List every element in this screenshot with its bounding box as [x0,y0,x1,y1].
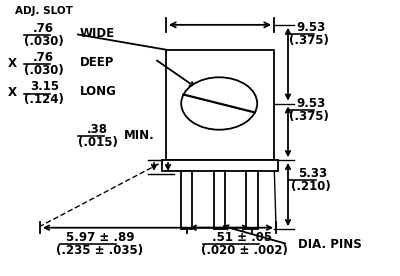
Text: LONG: LONG [80,85,117,98]
Text: (.015): (.015) [78,136,118,149]
Text: WIDE: WIDE [80,26,115,40]
Text: 3.15: 3.15 [30,80,59,94]
Text: .51 ± .05: .51 ± .05 [212,231,272,244]
Text: 9.53: 9.53 [296,21,325,34]
Text: .38: .38 [87,123,108,136]
Text: (.020 ± .002): (.020 ± .002) [201,244,288,257]
Text: (.124): (.124) [24,93,64,106]
Text: (.375): (.375) [289,33,329,47]
Text: (.235 ± .035): (.235 ± .035) [56,244,143,257]
Circle shape [181,77,257,130]
Text: (.030): (.030) [24,35,64,48]
Text: .76: .76 [33,51,54,65]
Bar [166,50,274,160]
Text: 9.53: 9.53 [296,97,325,110]
Text: DIA. PINS: DIA. PINS [298,238,362,251]
Text: 5.33: 5.33 [298,167,327,181]
Text: .76: .76 [33,22,54,36]
Bar [181,171,192,229]
Bar [246,171,258,229]
Text: X: X [8,57,17,70]
Text: MIN.: MIN. [124,129,155,142]
Text: X: X [8,86,17,99]
Bar [214,171,225,229]
Text: DEEP: DEEP [80,55,114,69]
Text: ADJ. SLOT: ADJ. SLOT [15,6,73,16]
Text: (.375): (.375) [289,110,329,123]
Bar [162,160,278,171]
Text: (.210): (.210) [291,180,331,193]
Text: 5.97 ± .89: 5.97 ± .89 [66,231,134,244]
Text: (.030): (.030) [24,64,64,77]
